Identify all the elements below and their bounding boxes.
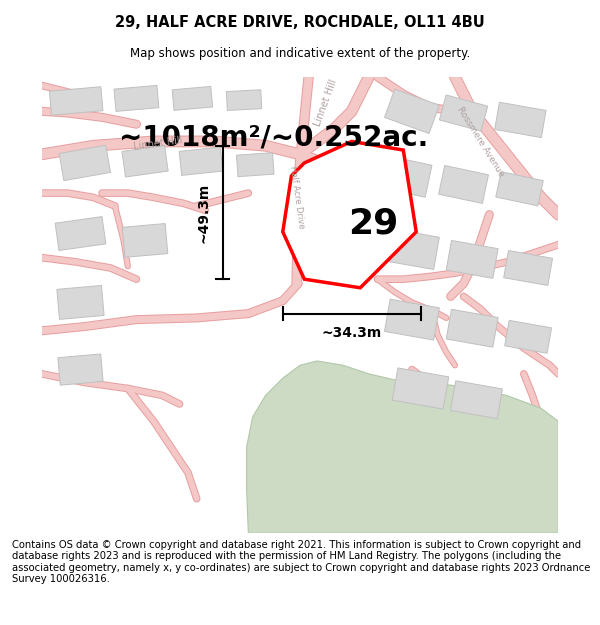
Polygon shape [236, 152, 274, 177]
Polygon shape [385, 89, 439, 134]
Polygon shape [439, 95, 488, 131]
Polygon shape [114, 86, 159, 111]
Polygon shape [347, 215, 399, 258]
Text: Linnet Hill: Linnet Hill [313, 78, 339, 128]
Text: 29, HALF ACRE DRIVE, ROCHDALE, OL11 4BU: 29, HALF ACRE DRIVE, ROCHDALE, OL11 4BU [115, 15, 485, 30]
Text: Linnet Hill: Linnet Hill [133, 135, 183, 151]
Polygon shape [439, 166, 488, 204]
Polygon shape [122, 224, 168, 258]
Text: ~34.3m: ~34.3m [322, 326, 382, 339]
Polygon shape [57, 286, 104, 319]
Text: Half Acre Drive: Half Acre Drive [287, 165, 305, 229]
Polygon shape [503, 251, 553, 286]
Polygon shape [226, 90, 262, 111]
Polygon shape [446, 309, 498, 348]
Text: Map shows position and indicative extent of the property.: Map shows position and indicative extent… [130, 48, 470, 61]
Text: Rossmere Avenue: Rossmere Avenue [455, 105, 506, 178]
Polygon shape [494, 102, 546, 138]
Polygon shape [55, 217, 106, 251]
Polygon shape [122, 146, 168, 177]
Text: 29: 29 [348, 206, 398, 240]
Polygon shape [172, 86, 212, 111]
Polygon shape [392, 368, 449, 409]
Polygon shape [59, 145, 110, 181]
Polygon shape [58, 354, 103, 385]
Text: ~49.3m: ~49.3m [197, 182, 211, 243]
Polygon shape [451, 381, 502, 419]
Polygon shape [247, 361, 558, 533]
Polygon shape [385, 229, 439, 269]
Polygon shape [446, 241, 498, 278]
Text: Contains OS data © Crown copyright and database right 2021. This information is : Contains OS data © Crown copyright and d… [12, 539, 590, 584]
Polygon shape [385, 299, 439, 340]
Polygon shape [374, 154, 432, 198]
Polygon shape [283, 141, 416, 288]
Polygon shape [505, 321, 551, 353]
Polygon shape [496, 172, 543, 206]
Polygon shape [49, 87, 103, 115]
Text: ~1018m²/~0.252ac.: ~1018m²/~0.252ac. [119, 123, 428, 151]
Polygon shape [179, 147, 223, 176]
